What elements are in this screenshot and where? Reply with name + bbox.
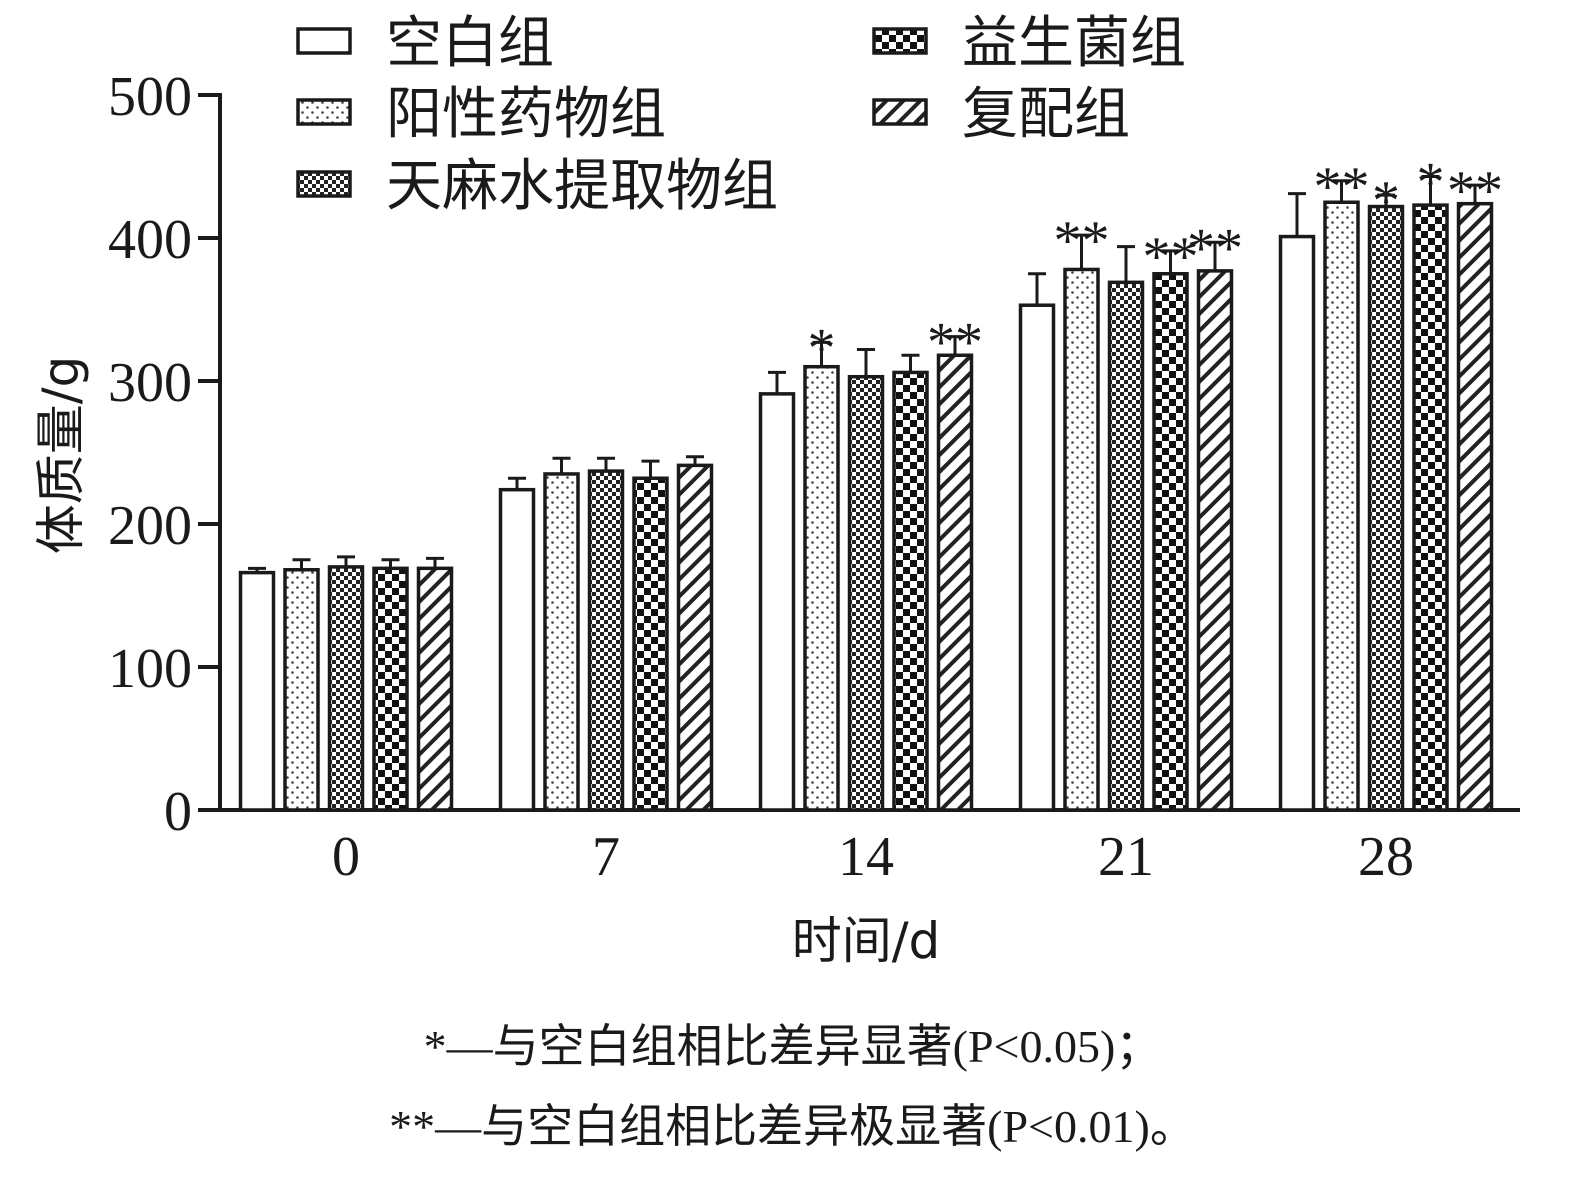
bar [416, 566, 454, 812]
bar [372, 566, 409, 812]
bar [1367, 204, 1405, 812]
y-tick-label: 0 [164, 781, 192, 843]
legend-label: 空白组 [386, 11, 554, 76]
bar [676, 463, 714, 812]
legend-swatch [296, 27, 352, 55]
significance-mark: * [808, 317, 836, 379]
y-tick-label: 300 [108, 352, 192, 414]
significance-mark: * [1417, 152, 1445, 214]
footnote-line-2: **—与空白组相比差异极显著(P<0.01)。 [389, 1101, 1196, 1152]
bar [543, 472, 580, 812]
legend-label: 阳性药物组 [386, 82, 666, 147]
axes: 0 100 200 300 400 500 体质量/g 时间/d 0 7 14 21 28 [32, 66, 1520, 970]
significance-mark: * [1372, 170, 1400, 232]
bar [632, 476, 669, 812]
bar [238, 570, 276, 812]
legend-swatch [872, 98, 928, 126]
bar [1107, 280, 1145, 812]
bar [1456, 201, 1494, 812]
x-tick-label: 14 [838, 826, 894, 888]
footnote-line-1: *—与空白组相比差异显著(P<0.05)； [423, 1021, 1162, 1072]
legend-swatch [296, 170, 352, 198]
x-tick-label: 0 [332, 826, 360, 888]
bar [847, 374, 885, 812]
bars-layer: * **** ****** * * ** [238, 152, 1503, 812]
bar [1278, 234, 1316, 812]
y-tick-label: 400 [108, 209, 192, 271]
x-tick-label: 7 [592, 826, 620, 888]
bar [1018, 303, 1056, 812]
significance-mark: ** [1143, 226, 1199, 288]
significance-mark: ** [1054, 210, 1110, 272]
bar [498, 487, 536, 812]
significance-mark: ** [1447, 160, 1503, 222]
significance-mark: ** [1187, 217, 1243, 279]
legend-swatch [872, 27, 928, 55]
significance-mark: ** [927, 312, 983, 374]
bar [1412, 203, 1449, 812]
x-tick-label: 21 [1098, 826, 1154, 888]
bar [1323, 200, 1360, 812]
significance-mark: ** [1314, 156, 1370, 218]
bar [1196, 269, 1234, 812]
bar [758, 392, 796, 812]
y-tick-label: 200 [108, 495, 192, 557]
bar [283, 568, 320, 812]
legend-label: 天麻水提取物组 [386, 154, 778, 219]
legend-label: 益生菌组 [962, 11, 1186, 76]
bar [587, 469, 625, 812]
y-tick-label: 100 [108, 638, 192, 700]
bar [327, 565, 365, 812]
bar [1152, 272, 1189, 812]
y-tick-label: 500 [108, 66, 192, 128]
bar [936, 353, 974, 812]
bar [892, 370, 929, 812]
bar [803, 364, 840, 812]
legend-label: 复配组 [962, 82, 1130, 147]
x-axis-label: 时间/d [792, 912, 941, 970]
x-tick-label: 28 [1358, 826, 1414, 888]
y-axis-label: 体质量/g [32, 356, 90, 555]
legend-swatch [296, 98, 352, 126]
bar [1063, 267, 1100, 812]
